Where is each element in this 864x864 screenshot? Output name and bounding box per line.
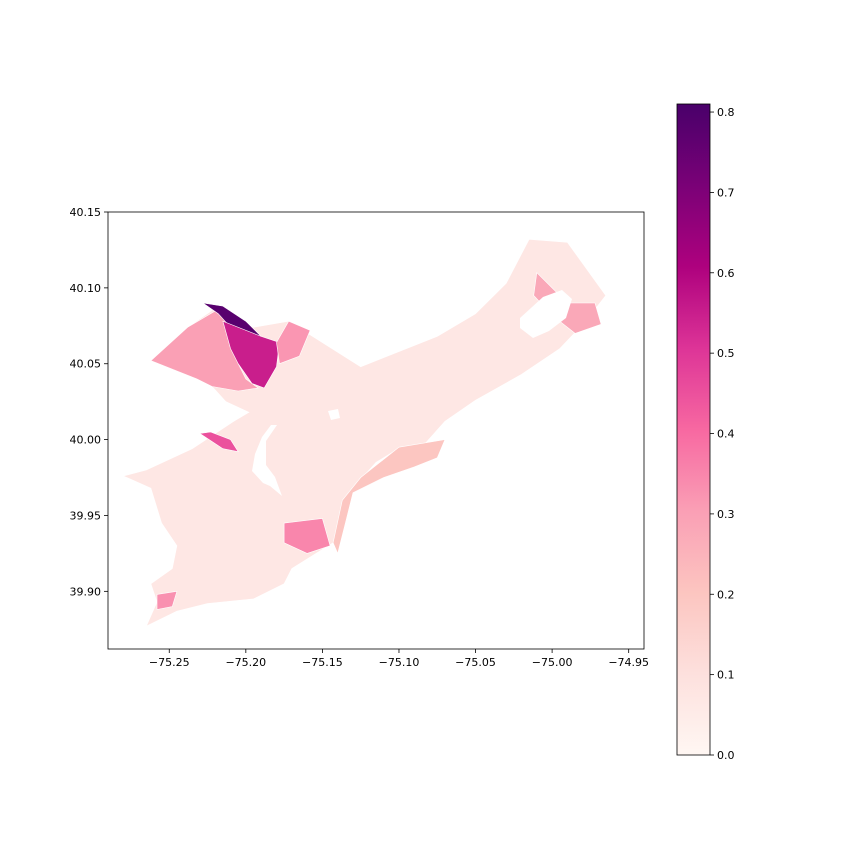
- x-tick-label: −75.25: [149, 656, 190, 669]
- plot-frame: [107, 211, 645, 650]
- region-southwest-pink: [156, 590, 178, 610]
- x-tick-label: −75.15: [302, 656, 343, 669]
- colorbar-tick-label: 0.8: [717, 106, 735, 119]
- small-hole: [328, 409, 340, 420]
- colorbar: [676, 103, 711, 756]
- colorbar-tick-label: 0.2: [717, 588, 735, 601]
- x-tick-label: −74.95: [608, 656, 649, 669]
- y-tick-label: 40.00: [70, 434, 102, 447]
- colorbar-tick-label: 0.5: [717, 347, 735, 360]
- region-germantown-pink: [276, 320, 311, 365]
- region-city-base: [122, 238, 607, 627]
- colorbar-tick-label: 0.1: [717, 669, 735, 682]
- y-tick-label: 40.05: [70, 358, 102, 371]
- region-wissahickon-magenta: [222, 320, 280, 389]
- y-tick-label: 40.10: [70, 282, 102, 295]
- map-regions: [122, 238, 607, 627]
- region-center-cluster: [283, 518, 331, 554]
- x-tick-label: −75.05: [455, 656, 496, 669]
- y-tick-label: 40.15: [70, 206, 102, 219]
- y-tick-label: 39.90: [70, 585, 102, 598]
- x-tick-label: −75.10: [379, 656, 420, 669]
- colorbar-tick-label: 0.6: [717, 267, 735, 280]
- region-delaware-riverfront: [332, 439, 446, 555]
- park-hole-northeast: [520, 290, 572, 338]
- colorbar-tick-label: 0.7: [717, 186, 735, 199]
- colorbar-tick-label: 0.0: [717, 749, 735, 762]
- x-tick-label: −75.20: [225, 656, 266, 669]
- colorbar-tick-label: 0.4: [717, 428, 735, 441]
- y-tick-label: 39.95: [70, 509, 102, 522]
- region-northwest-bloc: [150, 308, 259, 392]
- map-holes: [252, 290, 572, 496]
- river-gap: [252, 425, 282, 496]
- colorbar-axis: 0.0 0.1 0.2 0.3 0.4 0.5 0.6 0.7 0.8: [710, 106, 735, 762]
- x-axis: −75.25 −75.20 −75.15 −75.10 −75.05 −75.00 −74.…: [149, 649, 649, 669]
- region-east-falls-pink: [199, 431, 239, 453]
- x-tick-label: −75.00: [532, 656, 573, 669]
- y-axis: 39.90 39.95 40.00 40.05 40.10 40.15: [70, 206, 108, 598]
- map-plot-area: [122, 238, 607, 627]
- colorbar-tick-label: 0.3: [717, 508, 735, 521]
